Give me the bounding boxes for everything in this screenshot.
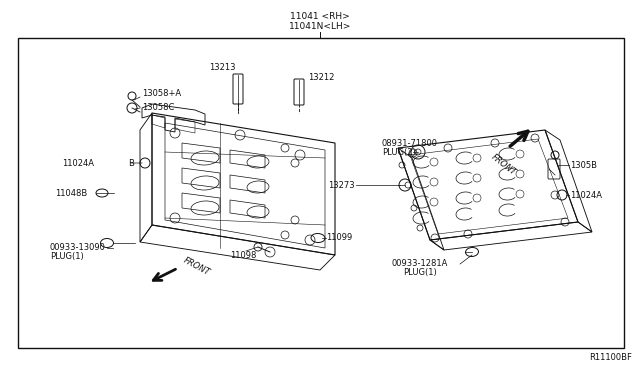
Text: 13212: 13212 xyxy=(308,73,334,81)
Text: 11048B: 11048B xyxy=(55,189,87,198)
Text: R11100BF: R11100BF xyxy=(589,353,632,362)
Text: 11098: 11098 xyxy=(230,250,257,260)
Text: PLUG(2): PLUG(2) xyxy=(382,148,416,157)
Text: B: B xyxy=(128,158,134,167)
Text: 13213: 13213 xyxy=(209,64,236,73)
Text: 11099: 11099 xyxy=(326,234,352,243)
Text: 11041 <RH>: 11041 <RH> xyxy=(290,12,350,21)
Bar xyxy=(18,38,624,348)
Text: 11024A: 11024A xyxy=(62,158,94,167)
Text: 1305B: 1305B xyxy=(570,160,597,170)
Text: FRONT: FRONT xyxy=(182,256,212,278)
Text: PLUG(1): PLUG(1) xyxy=(50,251,84,260)
Text: 13058+A: 13058+A xyxy=(142,89,181,97)
Text: 13273: 13273 xyxy=(328,180,355,189)
Text: 13058C: 13058C xyxy=(142,103,174,112)
Text: PLUG(1): PLUG(1) xyxy=(403,269,437,278)
Text: 00933-1281A: 00933-1281A xyxy=(392,260,448,269)
Text: 11024A: 11024A xyxy=(570,190,602,199)
Text: 00933-13090: 00933-13090 xyxy=(50,243,106,251)
Text: 11041N<LH>: 11041N<LH> xyxy=(289,22,351,31)
Text: 08931-71800: 08931-71800 xyxy=(382,138,438,148)
Text: FRONT: FRONT xyxy=(490,152,518,177)
